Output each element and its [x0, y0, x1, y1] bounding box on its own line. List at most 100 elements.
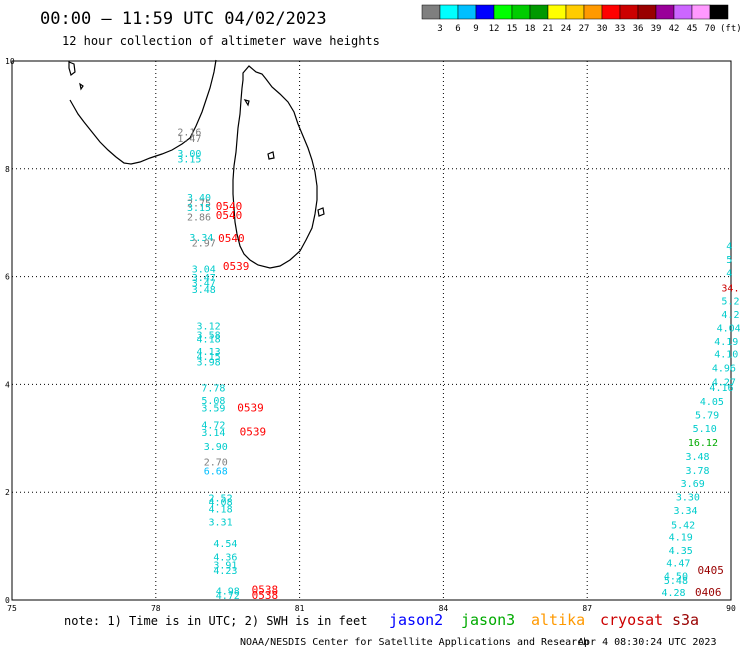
pass-time-label: 0540 — [216, 200, 243, 213]
wave-height-label: 3.98 — [197, 358, 221, 369]
colorbar-tick-label: 18 — [525, 24, 536, 34]
wave-height-label: 3.04 — [192, 264, 216, 275]
wave-height-label: 5.79 — [695, 410, 719, 421]
plot-frame — [11, 60, 732, 601]
wave-height-label: 4.18 — [209, 505, 233, 516]
colorbar-tick-label: 9 — [473, 24, 478, 34]
wave-height-label: 4.19 — [714, 337, 738, 348]
x-tick-label: 84 — [439, 604, 449, 613]
colorbar-swatch — [565, 4, 585, 20]
wave-height-label: 5.48 — [664, 576, 688, 587]
colorbar-tick-label: 39 — [651, 24, 662, 34]
wave-height-label: 3.59 — [201, 403, 225, 414]
wave-height-label: 3.47 — [192, 278, 216, 289]
colorbar-tick-label: 21 — [543, 24, 554, 34]
colorbar-swatch — [601, 4, 621, 20]
wave-height-label: 4.98 — [216, 587, 240, 598]
wave-height-label: 4.72 — [216, 591, 240, 602]
island-1 — [68, 61, 76, 77]
wave-height-label: 16.12 — [688, 438, 718, 449]
wave-height-label: 4.50 — [664, 572, 688, 583]
wave-height-label: 3.14 — [201, 428, 225, 439]
x-tick-label: 90 — [726, 604, 736, 613]
island-4 — [267, 151, 275, 160]
wave-height-label: 3.30 — [676, 492, 700, 503]
india-coastline — [69, 59, 217, 165]
colorbar-swatch — [583, 4, 603, 20]
map-subtitle: 12 hour collection of altimeter wave hei… — [62, 34, 380, 48]
wave-height-label: 4.35 — [669, 546, 693, 557]
wave-height-label: 4.08 — [209, 498, 233, 509]
wave-height-label: 3.34 — [673, 506, 697, 517]
footer-timestamp: Apr 4 08:30:24 UTC 2023 — [578, 637, 716, 648]
wave-height-label: 3.31 — [209, 518, 233, 529]
units-note: note: 1) Time is in UTC; 2) SWH is in fe… — [64, 614, 367, 628]
wave-height-label: 3.47 — [192, 273, 216, 284]
colorbar-tick-label: 6 — [455, 24, 460, 34]
colorbar-swatch — [637, 4, 657, 20]
island-5 — [317, 207, 325, 217]
wave-height-label: 5.42 — [671, 520, 695, 531]
satellite-s3a: s3a — [672, 611, 699, 629]
colorbar-swatch — [511, 4, 531, 20]
colorbar-unit: (ft) — [720, 24, 740, 34]
y-tick-label: 8 — [5, 165, 10, 174]
wave-height-label: 3.58 — [197, 331, 221, 342]
wave-height-label: 4 — [726, 242, 732, 253]
colorbar-tick-label: 27 — [579, 24, 590, 34]
coastline — [68, 59, 325, 269]
satellite-jason2: jason2 — [389, 611, 443, 629]
wave-height-labels: 2.161.473.003.153.402.753.152.863.342.97… — [177, 127, 740, 602]
graticule: 75 78 81 84 87 90 0 2 4 6 8 10 — [5, 57, 736, 613]
pass-time-label: 0539 — [223, 260, 250, 273]
wave-height-label: 7.78 — [201, 383, 225, 394]
wave-height-label: 1.47 — [177, 134, 201, 145]
wave-height-label: 3.34 — [189, 233, 213, 244]
sri-lanka-coastline — [232, 65, 318, 269]
satellite-cryosat: cryosat — [600, 611, 663, 629]
colorbar-tick-label: 3 — [437, 24, 442, 34]
wave-height-label: 4.47 — [666, 559, 690, 570]
colorbar-swatch — [655, 4, 675, 20]
wave-height-label: 2.16 — [177, 127, 201, 138]
wave-height-label: 5.08 — [201, 396, 225, 407]
wave-height-label: 4 — [726, 269, 732, 280]
x-tick-label: 78 — [151, 604, 161, 613]
island-3 — [243, 99, 250, 107]
pass-time-label: 0539 — [237, 401, 264, 414]
colorbar-swatch — [673, 4, 693, 20]
wave-height-label: 2.97 — [192, 238, 216, 249]
wave-height-label: 4.15 — [197, 352, 221, 363]
pass-time-label: 0538 — [252, 589, 279, 602]
y-tick-label: 0 — [5, 596, 10, 605]
y-tick-label: 6 — [5, 273, 10, 282]
wave-height-label: 3.12 — [197, 321, 221, 332]
pass-time-label: 0540 — [216, 209, 243, 222]
wave-height-label: 3.48 — [192, 285, 216, 296]
colorbar-swatch — [619, 4, 639, 20]
y-tick-label: 10 — [5, 57, 15, 66]
colorbar-swatch — [493, 4, 513, 20]
map-title: 00:00 – 11:59 UTC 04/02/2023 — [40, 9, 327, 29]
wave-height-label: 4.36 — [213, 553, 237, 564]
wave-height-label: 2.52 — [209, 493, 233, 504]
colorbar-tick-label: 24 — [561, 24, 572, 34]
x-tick-label: 81 — [295, 604, 305, 613]
colorbar-tick-label: 33 — [615, 24, 626, 34]
wave-height-label: 4.23 — [213, 566, 237, 577]
wave-height-label: 3.00 — [177, 149, 201, 160]
color-scale-legend: 3 6 9 12 15 18 21 24 27 30 33 36 39 42 45 70 (ft) — [421, 4, 740, 34]
wave-height-label: 4.96 — [712, 363, 736, 374]
wave-height-label: 3.40 — [187, 193, 211, 204]
colorbar-swatch — [439, 4, 459, 20]
wave-height-label: 4.18 — [197, 334, 221, 345]
colorbar-tick-label: 42 — [669, 24, 680, 34]
colorbar-tick-label: 70 — [705, 24, 716, 34]
wave-height-label: 3.90 — [204, 442, 228, 453]
wave-height-label: 5.10 — [693, 424, 717, 435]
wave-height-label: 3.91 — [213, 561, 237, 572]
wave-height-label: 5.2 — [721, 297, 739, 308]
wave-height-label: 4.27 — [712, 377, 736, 388]
